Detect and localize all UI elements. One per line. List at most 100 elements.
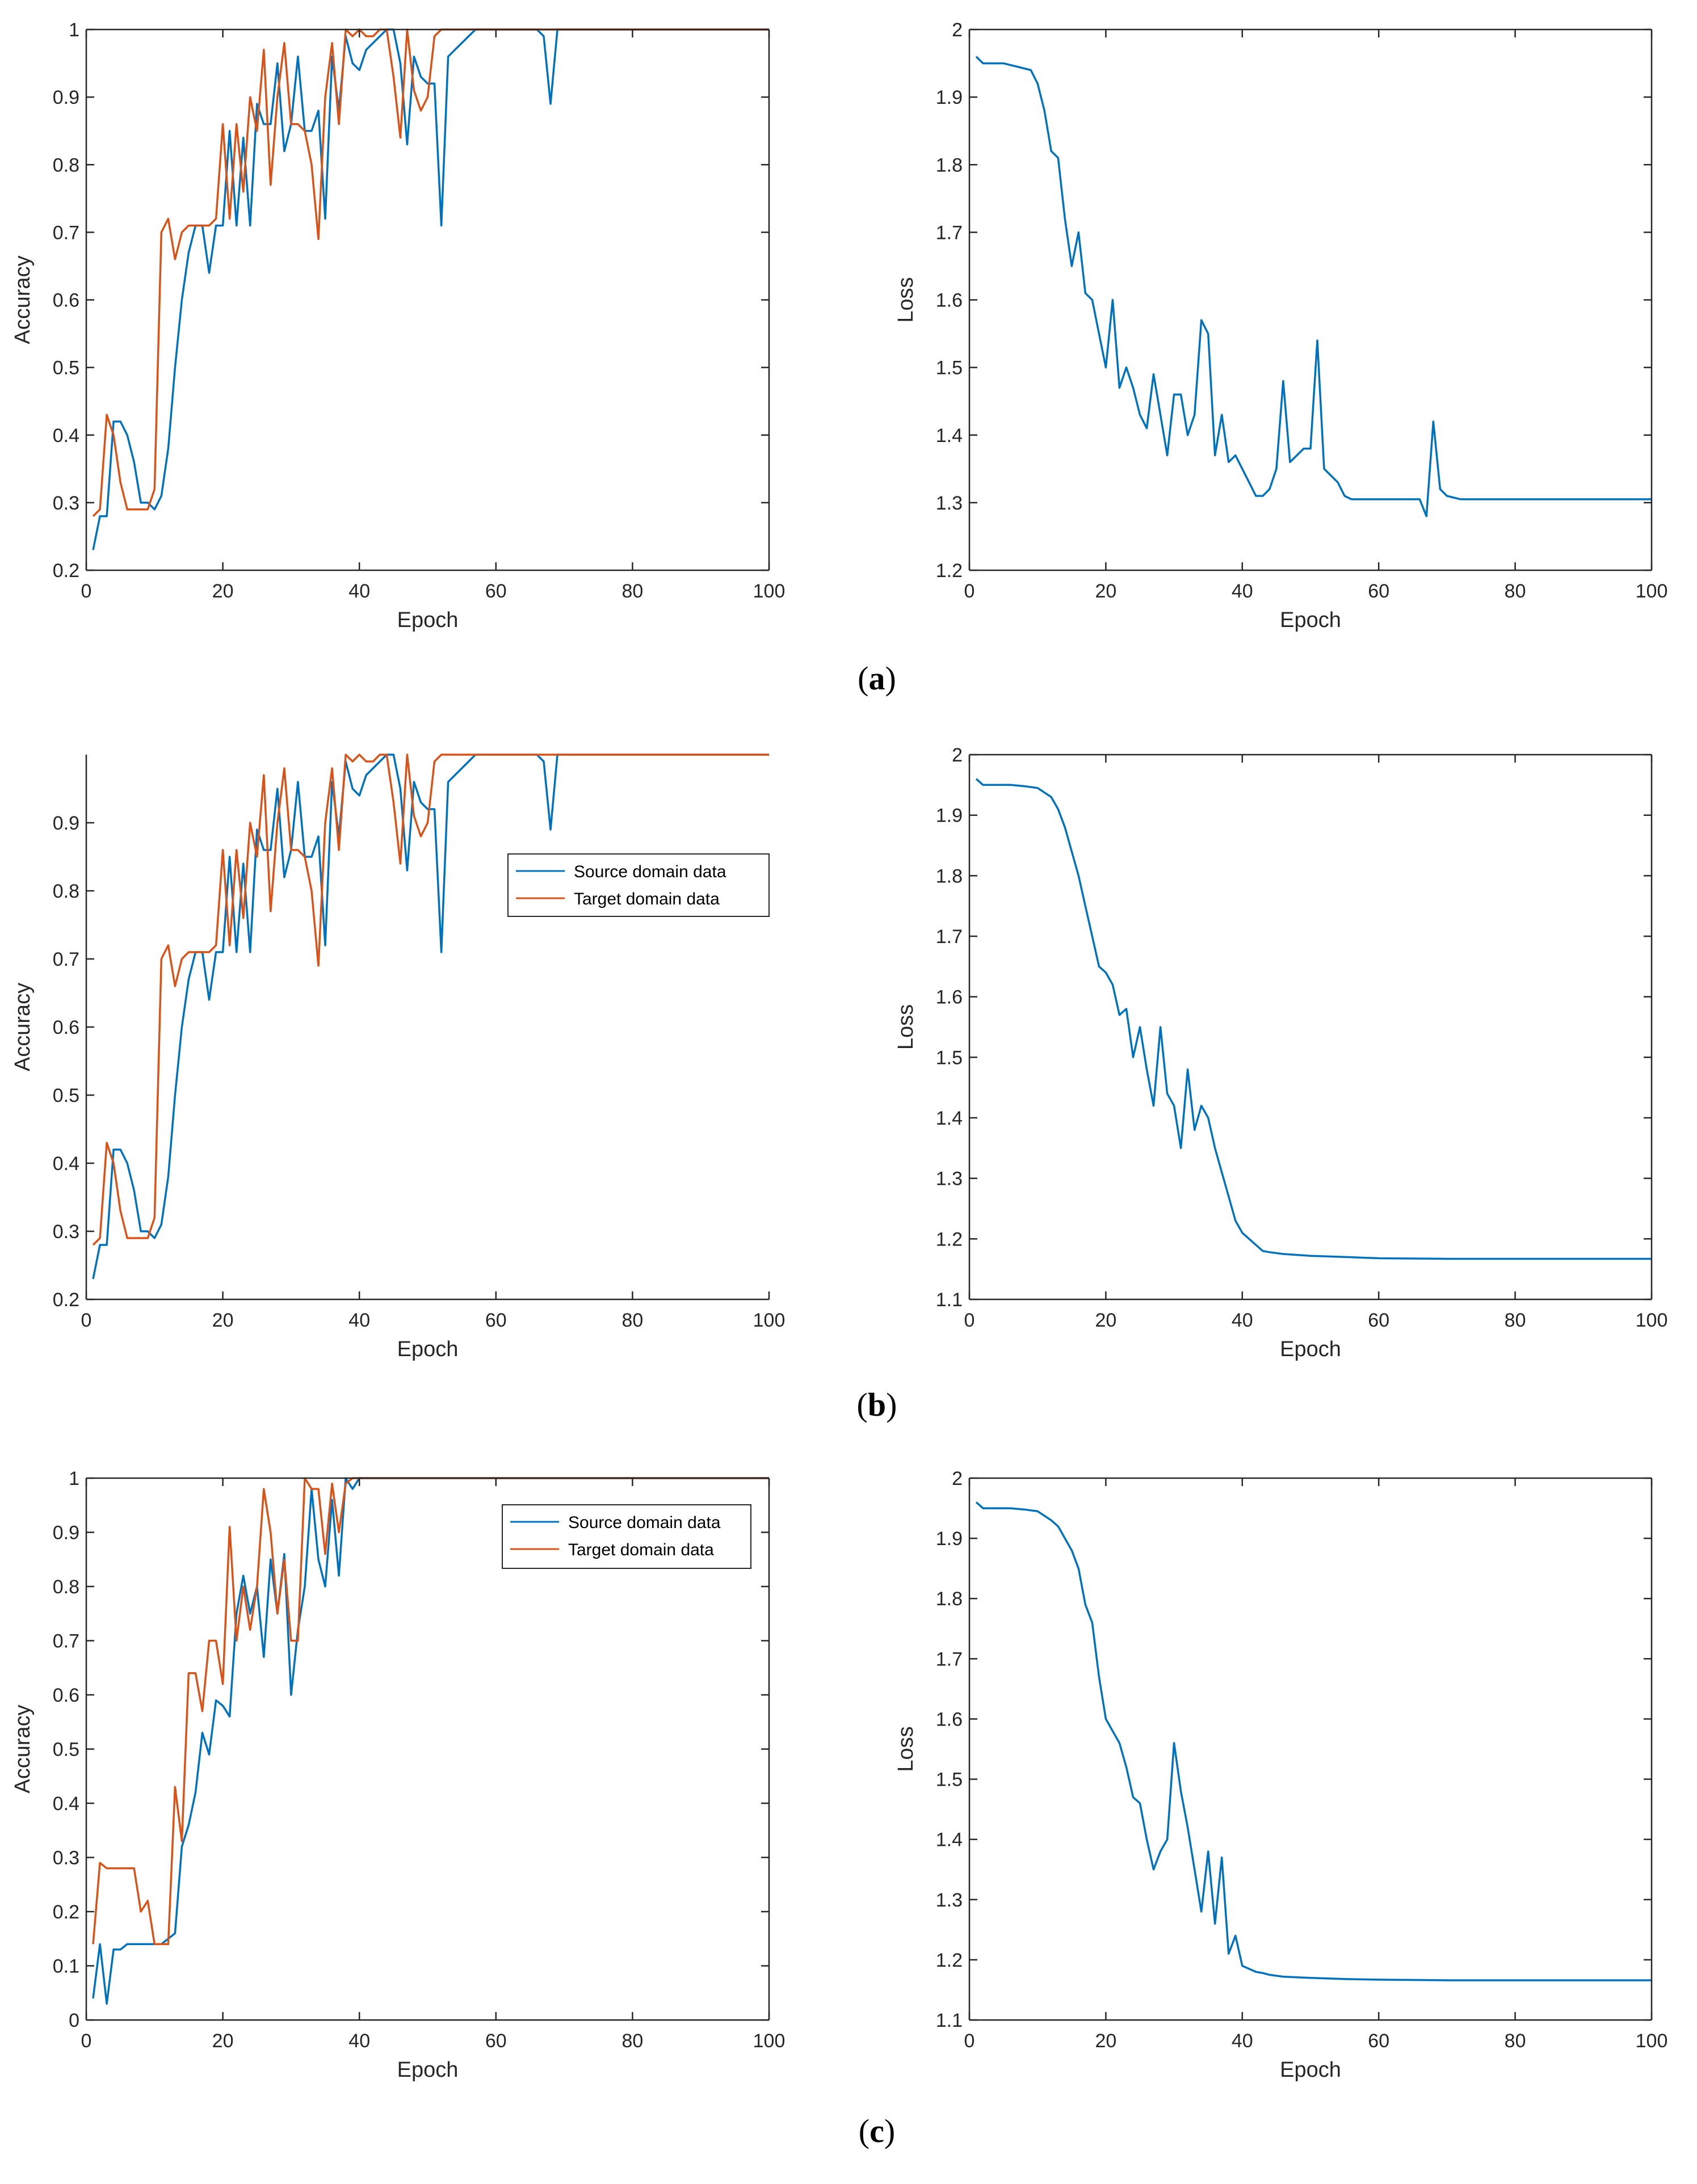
y-tick-label: 0.2 <box>53 1901 79 1923</box>
y-tick-label: 1.1 <box>936 2010 963 2031</box>
legend-label: Source domain data <box>574 862 726 881</box>
x-tick-label: 20 <box>212 1310 234 1331</box>
x-tick-label: 80 <box>1505 2030 1526 2052</box>
x-tick-label: 60 <box>1368 2030 1389 2052</box>
y-tick-label: 0.3 <box>53 493 79 514</box>
x-tick-label: 60 <box>485 2030 507 2052</box>
x-tick-label: 100 <box>1636 1310 1668 1331</box>
chart-c-accuracy: 0 20 40 60 80 100 0 0.1 0.2 0.3 0.4 0.5 0.6 0.7 0.8 0.9… <box>11 1468 785 2082</box>
y-tick-label: 0.3 <box>53 1848 79 1869</box>
x-tick-label: 80 <box>621 580 643 602</box>
y-tick-label: 1.7 <box>936 222 963 243</box>
y-tick-label: 1.3 <box>936 1890 963 1911</box>
y-tick-label: 0.7 <box>53 222 79 243</box>
chart-a-accuracy: 0 20 40 60 80 100 0.2 0.3 0.4 0.5 0.6 0.7 0.8 0.9 1 Epo… <box>11 19 785 632</box>
chart-a-loss: 0 20 40 60 80 100 1.2 1.3 1.4 1.5 1.6 1.7 1.8 1.9 2 Epo… <box>894 19 1667 632</box>
plot-area <box>86 30 769 570</box>
chart-b-loss: 0 20 40 60 80 100 1.1 1.2 1.3 1.4 1.5 1.6 1.7 1.8 1.9 2… <box>894 744 1667 1361</box>
x-tick-label: 80 <box>1505 1310 1526 1331</box>
y-tick-label: 1.2 <box>936 560 963 582</box>
y-tick-label: 1.5 <box>936 1047 963 1068</box>
y-tick-label: 1 <box>69 19 79 41</box>
y-tick-label: 1.6 <box>936 1709 963 1730</box>
panel-label-b: (b) <box>857 1386 897 1423</box>
plot-area <box>86 755 769 1299</box>
y-tick-label: 1.2 <box>936 1228 963 1250</box>
y-tick-label: 1.3 <box>936 1168 963 1190</box>
series-line-target-domain-data <box>92 1477 769 1946</box>
x-tick-label: 0 <box>964 1310 975 1331</box>
x-tick-label: 80 <box>621 1310 643 1331</box>
legend-label: Target domain data <box>574 890 720 908</box>
x-tick-label: 0 <box>81 2030 92 2052</box>
series-line-source-domain-data <box>92 1477 769 2005</box>
y-tick-label: 0.9 <box>53 87 79 108</box>
y-tick-label: 1.5 <box>936 357 963 379</box>
y-tick-label: 0.9 <box>53 1522 79 1544</box>
y-tick-label: 1.9 <box>936 805 963 827</box>
y-tick-label: 1.4 <box>936 1829 963 1851</box>
y-tick-label: 1.5 <box>936 1769 963 1791</box>
y-tick-label: 1.6 <box>936 987 963 1008</box>
x-tick-label: 60 <box>1368 580 1389 602</box>
y-tick-label: 1.3 <box>936 493 963 514</box>
legend-box <box>502 1504 751 1569</box>
x-tick-label: 40 <box>348 580 370 602</box>
x-tick-label: 20 <box>1095 2030 1116 2052</box>
y-tick-label: 1.8 <box>936 154 963 176</box>
y-tick-label: 1.7 <box>936 926 963 948</box>
y-tick-label: 1.2 <box>936 1950 963 1971</box>
y-axis-title: Loss <box>894 1004 918 1050</box>
x-tick-label: 100 <box>753 580 786 602</box>
y-tick-label: 1.8 <box>936 865 963 887</box>
y-tick-label: 2 <box>952 744 963 766</box>
y-axis-title: Loss <box>894 1726 918 1771</box>
x-tick-label: 20 <box>1095 580 1116 602</box>
y-axis-title: Accuracy <box>11 255 35 344</box>
panel-label-c: (c) <box>859 2113 895 2149</box>
y-tick-label: 0.6 <box>53 1017 79 1038</box>
y-tick-label: 1.9 <box>936 87 963 108</box>
y-tick-label: 0.6 <box>53 1685 79 1706</box>
series-line-loss <box>975 778 1652 1260</box>
y-tick-label: 1.8 <box>936 1588 963 1610</box>
x-tick-label: 60 <box>485 1310 507 1331</box>
x-axis-title: Epoch <box>1280 2058 1341 2082</box>
x-tick-label: 80 <box>621 2030 643 2052</box>
x-tick-label: 40 <box>1232 2030 1253 2052</box>
y-tick-label: 0.4 <box>53 425 79 447</box>
y-tick-label: 1.9 <box>936 1528 963 1550</box>
x-tick-label: 20 <box>212 2030 234 2052</box>
y-tick-label: 0.8 <box>53 1576 79 1598</box>
x-tick-label: 20 <box>1095 1310 1116 1331</box>
y-tick-label: 0.4 <box>53 1793 79 1815</box>
x-tick-label: 40 <box>348 2030 370 2052</box>
y-tick-label: 0.5 <box>53 357 79 379</box>
y-tick-label: 2 <box>952 19 963 41</box>
series-line-loss <box>975 56 1652 517</box>
y-tick-label: 1.1 <box>936 1289 963 1311</box>
x-tick-label: 0 <box>964 2030 975 2052</box>
y-tick-label: 0.4 <box>53 1153 79 1175</box>
y-tick-label: 0.8 <box>53 881 79 902</box>
y-tick-label: 0.1 <box>53 1956 79 1977</box>
legend-label: Target domain data <box>568 1541 714 1559</box>
series-line-loss <box>975 1501 1652 1981</box>
y-tick-label: 0.5 <box>53 1085 79 1106</box>
y-tick-label: 0.6 <box>53 290 79 312</box>
y-tick-label: 2 <box>952 1468 963 1489</box>
series-line-target-domain-data <box>92 754 769 1246</box>
y-tick-label: 0.9 <box>53 813 79 834</box>
x-tick-label: 100 <box>1636 2030 1668 2052</box>
x-tick-label: 80 <box>1505 580 1526 602</box>
legend-box <box>507 853 770 917</box>
legend: Source domain data Target domain data <box>502 1504 751 1569</box>
panel-label-a: (a) <box>858 660 896 697</box>
x-tick-label: 40 <box>348 1310 370 1331</box>
x-tick-label: 40 <box>1232 1310 1253 1331</box>
x-tick-label: 0 <box>964 580 975 602</box>
x-axis-title: Epoch <box>397 1337 459 1361</box>
legend-label: Source domain data <box>568 1513 721 1532</box>
y-axis-title: Accuracy <box>11 983 35 1071</box>
x-tick-label: 100 <box>753 1310 786 1331</box>
